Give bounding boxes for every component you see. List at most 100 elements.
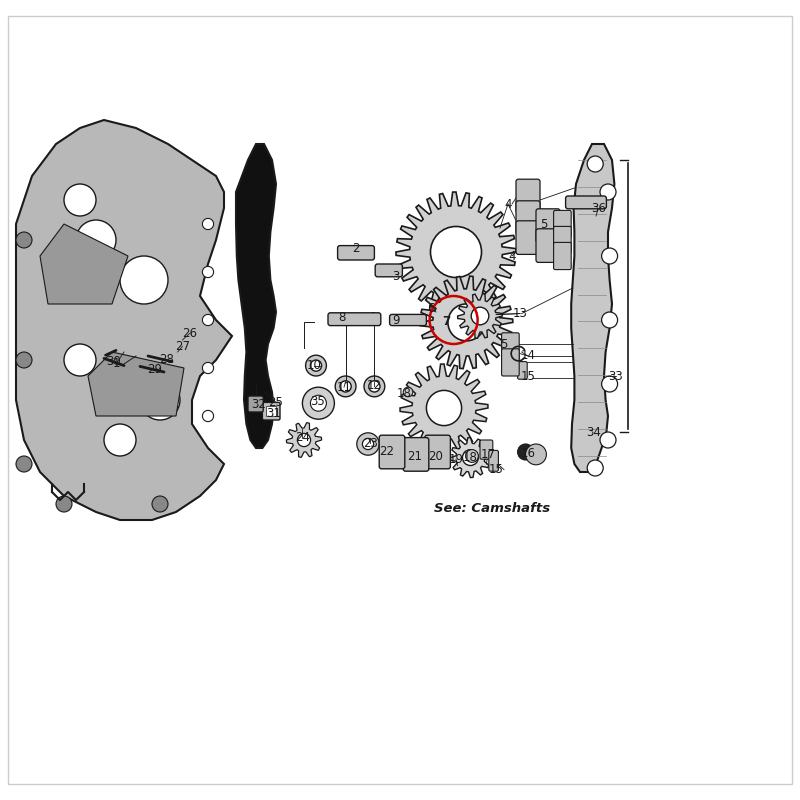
Polygon shape	[396, 192, 516, 312]
Polygon shape	[40, 224, 128, 304]
FancyBboxPatch shape	[248, 396, 263, 412]
Circle shape	[362, 438, 374, 450]
Polygon shape	[16, 120, 232, 520]
Circle shape	[202, 314, 214, 326]
FancyBboxPatch shape	[554, 210, 571, 238]
Text: 12: 12	[367, 379, 382, 392]
FancyBboxPatch shape	[328, 313, 381, 326]
Circle shape	[76, 220, 116, 260]
Circle shape	[64, 344, 96, 376]
FancyBboxPatch shape	[480, 440, 493, 459]
Text: 19: 19	[449, 453, 463, 466]
Circle shape	[369, 381, 380, 392]
Circle shape	[526, 444, 546, 465]
Text: 15: 15	[489, 463, 503, 476]
Text: 9: 9	[392, 314, 400, 326]
Text: 1: 1	[112, 358, 120, 370]
FancyBboxPatch shape	[536, 229, 560, 262]
Circle shape	[302, 387, 334, 419]
Circle shape	[202, 266, 214, 278]
Circle shape	[104, 424, 136, 456]
Text: 30: 30	[106, 355, 121, 368]
Circle shape	[298, 434, 310, 446]
Circle shape	[16, 232, 32, 248]
Circle shape	[602, 312, 618, 328]
Circle shape	[64, 184, 96, 216]
FancyBboxPatch shape	[516, 179, 540, 213]
FancyBboxPatch shape	[516, 221, 540, 254]
Circle shape	[120, 256, 168, 304]
Polygon shape	[88, 352, 184, 416]
Circle shape	[448, 304, 485, 341]
Circle shape	[202, 410, 214, 422]
Text: 34: 34	[586, 426, 601, 438]
Text: 26: 26	[182, 327, 197, 340]
Circle shape	[16, 352, 32, 368]
Circle shape	[340, 381, 351, 392]
Circle shape	[364, 376, 385, 397]
Circle shape	[602, 248, 618, 264]
Circle shape	[602, 376, 618, 392]
FancyBboxPatch shape	[554, 242, 571, 270]
Circle shape	[310, 360, 322, 371]
FancyBboxPatch shape	[390, 314, 426, 326]
Text: 33: 33	[609, 370, 623, 382]
Circle shape	[600, 432, 616, 448]
Circle shape	[56, 496, 72, 512]
Text: 15: 15	[521, 370, 535, 382]
Polygon shape	[420, 276, 513, 369]
Text: 14: 14	[521, 350, 535, 362]
Text: 11: 11	[337, 381, 351, 394]
FancyBboxPatch shape	[566, 196, 606, 209]
Circle shape	[335, 376, 356, 397]
FancyBboxPatch shape	[425, 435, 450, 469]
Text: 21: 21	[407, 450, 422, 462]
Circle shape	[357, 433, 379, 455]
Polygon shape	[157, 333, 192, 368]
Text: 17: 17	[481, 448, 495, 461]
Circle shape	[306, 355, 326, 376]
Text: 10: 10	[307, 359, 322, 372]
Text: 13: 13	[513, 307, 527, 320]
Text: 5: 5	[500, 338, 508, 350]
Circle shape	[16, 456, 32, 472]
Text: 29: 29	[147, 363, 162, 376]
Circle shape	[426, 390, 462, 426]
Circle shape	[466, 450, 478, 462]
Text: 6: 6	[426, 302, 434, 315]
FancyBboxPatch shape	[554, 226, 571, 254]
Circle shape	[587, 460, 603, 476]
FancyBboxPatch shape	[403, 438, 429, 471]
Text: 22: 22	[379, 445, 394, 458]
Polygon shape	[236, 144, 276, 448]
Circle shape	[202, 218, 214, 230]
Text: 4: 4	[508, 250, 516, 262]
Text: 2: 2	[352, 242, 360, 254]
Text: 28: 28	[159, 354, 174, 366]
Circle shape	[587, 156, 603, 172]
FancyBboxPatch shape	[518, 362, 527, 379]
Text: 4: 4	[504, 198, 512, 210]
Circle shape	[430, 226, 482, 278]
Polygon shape	[458, 294, 502, 338]
Text: 5: 5	[540, 218, 548, 230]
Text: 27: 27	[175, 340, 190, 353]
Polygon shape	[286, 422, 322, 458]
Circle shape	[140, 380, 180, 420]
Text: 36: 36	[591, 202, 606, 214]
Text: 18: 18	[463, 451, 478, 464]
FancyBboxPatch shape	[266, 406, 276, 416]
FancyBboxPatch shape	[489, 450, 498, 471]
Text: 25: 25	[269, 396, 283, 409]
FancyBboxPatch shape	[516, 201, 540, 234]
Text: 35: 35	[310, 395, 325, 408]
Circle shape	[310, 395, 326, 411]
Circle shape	[471, 307, 489, 325]
Text: See: Camshafts: See: Camshafts	[434, 502, 550, 514]
Text: 23: 23	[363, 437, 378, 450]
Circle shape	[518, 444, 534, 460]
FancyBboxPatch shape	[375, 264, 402, 277]
FancyBboxPatch shape	[536, 209, 560, 242]
Text: 16: 16	[521, 447, 535, 460]
Circle shape	[462, 450, 478, 466]
